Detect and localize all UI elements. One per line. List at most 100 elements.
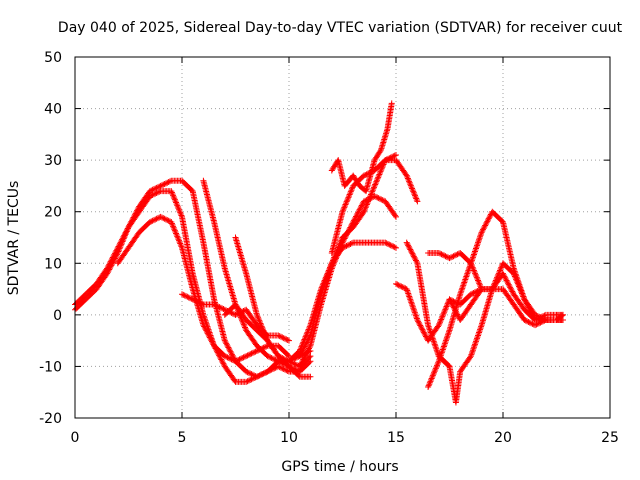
data-point xyxy=(153,184,160,191)
data-point xyxy=(357,205,364,212)
data-point xyxy=(388,100,395,107)
data-point xyxy=(193,298,200,305)
data-point xyxy=(364,200,371,207)
data-point xyxy=(302,352,309,359)
data-point xyxy=(149,191,156,198)
data-point xyxy=(533,321,540,328)
data-point xyxy=(284,367,291,374)
data-point xyxy=(256,319,263,326)
data-point xyxy=(475,239,482,246)
data-point xyxy=(197,300,204,307)
data-point xyxy=(403,172,410,179)
data-point xyxy=(286,337,292,344)
data-point xyxy=(444,333,451,340)
data-point xyxy=(508,287,515,294)
data-point xyxy=(281,335,288,342)
data-point xyxy=(467,354,474,361)
data-point xyxy=(319,281,326,288)
data-point xyxy=(471,249,478,256)
data-point xyxy=(172,198,179,205)
data-point xyxy=(379,197,386,204)
data-point xyxy=(161,215,168,222)
data-point xyxy=(429,374,436,381)
data-point xyxy=(347,240,354,247)
data-point xyxy=(288,364,295,371)
data-point xyxy=(227,355,234,362)
data-point xyxy=(205,331,212,338)
data-point xyxy=(177,209,184,216)
data-point xyxy=(459,285,466,292)
data-point xyxy=(435,249,442,256)
data-point xyxy=(482,222,489,229)
data-point xyxy=(269,355,276,362)
data-point xyxy=(413,196,420,203)
data-point xyxy=(459,283,466,290)
data-point xyxy=(432,365,439,372)
data-point xyxy=(405,242,412,249)
data-point xyxy=(229,356,236,363)
data-point xyxy=(372,180,379,187)
data-point xyxy=(260,327,267,334)
data-point xyxy=(413,314,420,321)
data-point xyxy=(413,195,420,202)
data-point xyxy=(206,333,213,340)
data-point xyxy=(363,201,370,208)
data-point xyxy=(469,255,476,262)
data-point xyxy=(493,276,500,283)
data-point xyxy=(338,237,345,244)
data-point xyxy=(442,337,449,344)
data-point xyxy=(393,244,399,251)
data-point xyxy=(386,241,393,248)
data-point xyxy=(470,345,477,352)
data-point xyxy=(477,325,484,332)
data-point xyxy=(259,371,266,378)
y-tick-label: -20 xyxy=(39,411,62,427)
data-point xyxy=(256,372,263,379)
data-point xyxy=(492,278,499,285)
data-point xyxy=(520,294,527,301)
data-point xyxy=(436,320,443,327)
data-point xyxy=(218,356,225,363)
data-point xyxy=(363,171,370,178)
data-point xyxy=(298,343,305,350)
y-tick-label: 40 xyxy=(44,102,62,118)
data-point xyxy=(229,310,236,317)
data-point xyxy=(447,254,454,261)
data-point xyxy=(521,317,528,324)
data-point xyxy=(494,273,501,280)
data-point xyxy=(429,335,436,342)
data-point xyxy=(529,320,536,327)
data-point xyxy=(419,326,426,333)
data-point xyxy=(503,277,510,284)
data-point xyxy=(409,302,416,309)
data-point xyxy=(401,284,408,291)
data-point xyxy=(105,262,112,269)
plot-frame xyxy=(74,56,611,419)
data-point xyxy=(478,230,485,237)
x-tick-label: 0 xyxy=(71,430,80,446)
data-point xyxy=(148,192,155,199)
data-point xyxy=(476,328,483,335)
data-point xyxy=(451,252,458,259)
data-point xyxy=(442,253,449,260)
data-point xyxy=(406,179,413,186)
data-point xyxy=(271,356,278,363)
data-point xyxy=(348,187,355,194)
data-point xyxy=(173,199,180,206)
data-point xyxy=(104,265,111,272)
y-tick-label: 50 xyxy=(44,50,62,66)
data-point xyxy=(365,198,372,205)
data-point xyxy=(417,322,424,329)
data-point xyxy=(240,354,247,361)
data-point xyxy=(168,188,175,195)
data-point xyxy=(171,196,178,203)
data-point xyxy=(264,353,271,360)
data-point xyxy=(500,271,507,278)
data-point xyxy=(216,304,223,311)
data-point xyxy=(510,270,517,277)
data-point xyxy=(255,373,262,380)
data-point xyxy=(432,342,439,349)
data-point xyxy=(366,170,373,177)
data-point xyxy=(173,231,180,238)
data-point xyxy=(405,290,412,297)
